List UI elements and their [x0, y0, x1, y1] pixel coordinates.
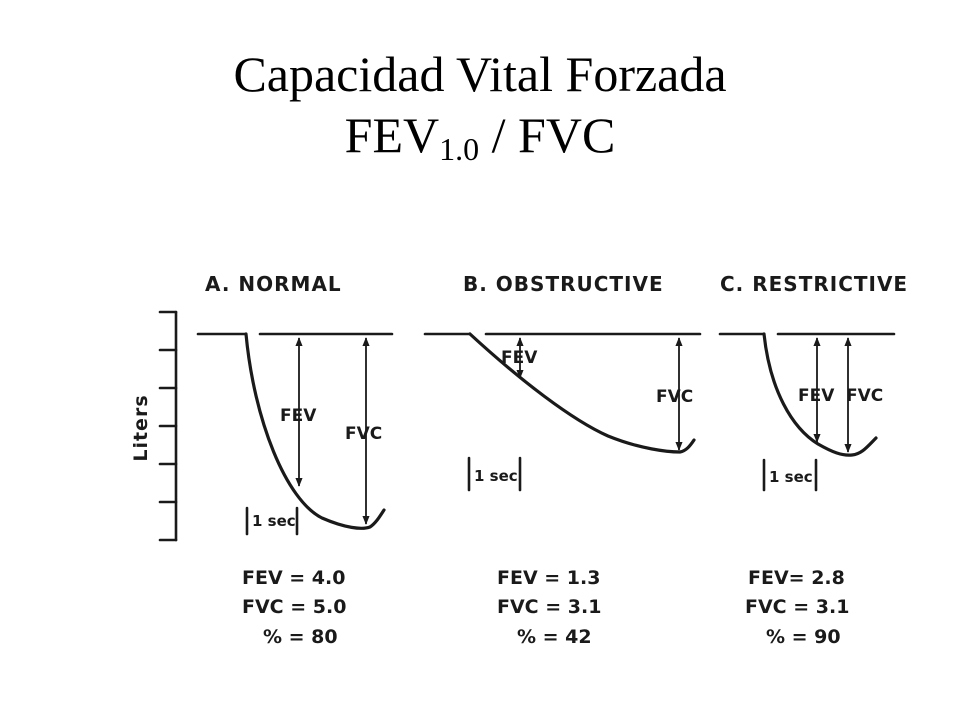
fvc-label: FVC — [345, 424, 382, 444]
expiration-curve — [244, 332, 386, 530]
title-line-2: FEV1.0 / FVC — [0, 104, 960, 166]
title-fvc: / FVC — [479, 107, 616, 163]
axis-label: Liters — [130, 394, 152, 461]
fev-label: FEV — [280, 406, 317, 426]
panel-title: A. NORMAL — [205, 272, 342, 296]
fev-value: FEV = 4.0 — [242, 567, 345, 589]
panel-obstructive: B. OBSTRUCTIVE FEV FVC 1 sec FEV = 1.3 F… — [423, 272, 702, 648]
sec-label: 1 sec — [769, 468, 813, 486]
expiration-curve — [468, 332, 696, 454]
fev-value: FEV= 2.8 — [748, 567, 845, 589]
fev-label: FEV — [798, 386, 835, 406]
sec-label: 1 sec — [474, 467, 518, 485]
fev-label: FEV — [501, 348, 538, 368]
panel-normal: A. NORMAL FEV FVC 1 sec FEV = 4.0 FVC = … — [196, 272, 394, 648]
slide-title: Capacidad Vital Forzada FEV1.0 / FVC — [0, 44, 960, 166]
fvc-label: FVC — [846, 386, 883, 406]
panel-restrictive: C. RESTRICTIVE FEV FVC 1 sec FEV= 2.8 FV… — [718, 272, 908, 648]
fvc-value: FVC = 3.1 — [497, 596, 601, 618]
panel-title: B. OBSTRUCTIVE — [463, 272, 664, 296]
fvc-label: FVC — [656, 387, 693, 407]
pct-value: % = 42 — [517, 626, 592, 648]
fvc-value: FVC = 3.1 — [745, 596, 849, 618]
sec-label: 1 sec — [252, 512, 296, 530]
title-line-1: Capacidad Vital Forzada — [233, 46, 727, 102]
title-fev-subscript: 1.0 — [439, 131, 480, 167]
fvc-value: FVC = 5.0 — [242, 596, 346, 618]
pct-value: % = 80 — [263, 626, 338, 648]
pct-value: % = 90 — [766, 626, 841, 648]
expiration-curve — [762, 332, 878, 457]
title-fev: FEV — [344, 107, 440, 163]
liters-axis: Liters — [130, 310, 178, 542]
fev-value: FEV = 1.3 — [497, 567, 600, 589]
panel-title: C. RESTRICTIVE — [720, 272, 908, 296]
